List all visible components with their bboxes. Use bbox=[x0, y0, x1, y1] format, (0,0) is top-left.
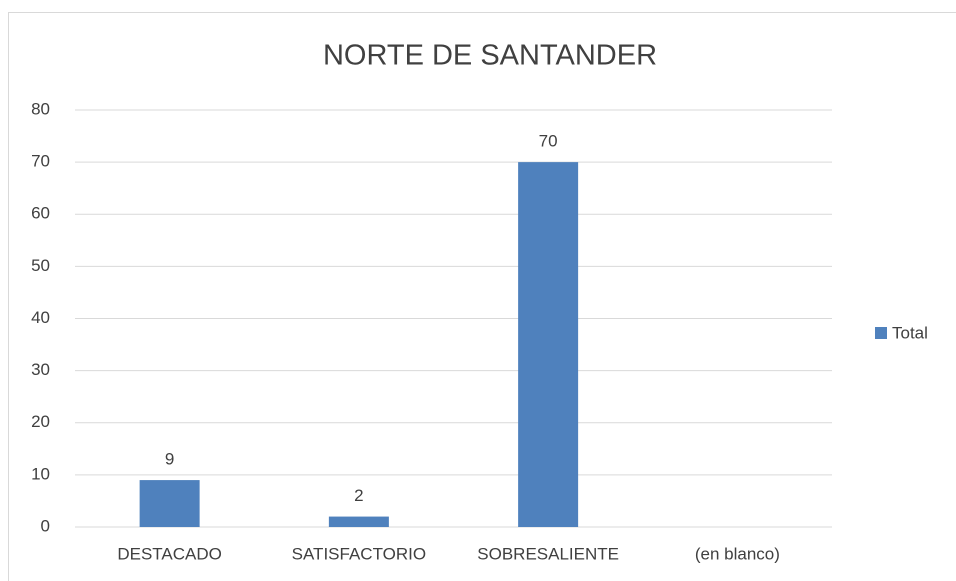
x-tick-label: DESTACADO bbox=[117, 544, 222, 563]
y-tick-label: 10 bbox=[31, 464, 50, 483]
x-tick-label: SATISFACTORIO bbox=[292, 544, 426, 563]
data-label: 70 bbox=[539, 132, 558, 151]
bar bbox=[518, 162, 579, 527]
data-label: 9 bbox=[165, 450, 174, 469]
data-label: 2 bbox=[354, 486, 363, 505]
bar bbox=[328, 516, 389, 527]
x-tick-label: SOBRESALIENTE bbox=[477, 544, 619, 563]
y-tick-label: 0 bbox=[41, 516, 50, 535]
y-tick-label: 70 bbox=[31, 152, 50, 171]
y-tick-label: 80 bbox=[31, 99, 50, 118]
y-tick-label: 30 bbox=[31, 360, 50, 379]
x-tick-label: (en blanco) bbox=[695, 544, 780, 563]
y-tick-label: 60 bbox=[31, 204, 50, 223]
chart-title: NORTE DE SANTANDER bbox=[323, 40, 657, 72]
y-tick-label: 20 bbox=[31, 412, 50, 431]
y-tick-label: 40 bbox=[31, 308, 50, 327]
bar bbox=[139, 480, 200, 527]
y-tick-label: 50 bbox=[31, 256, 50, 275]
legend-swatch bbox=[875, 327, 887, 339]
legend-label: Total bbox=[892, 323, 928, 342]
